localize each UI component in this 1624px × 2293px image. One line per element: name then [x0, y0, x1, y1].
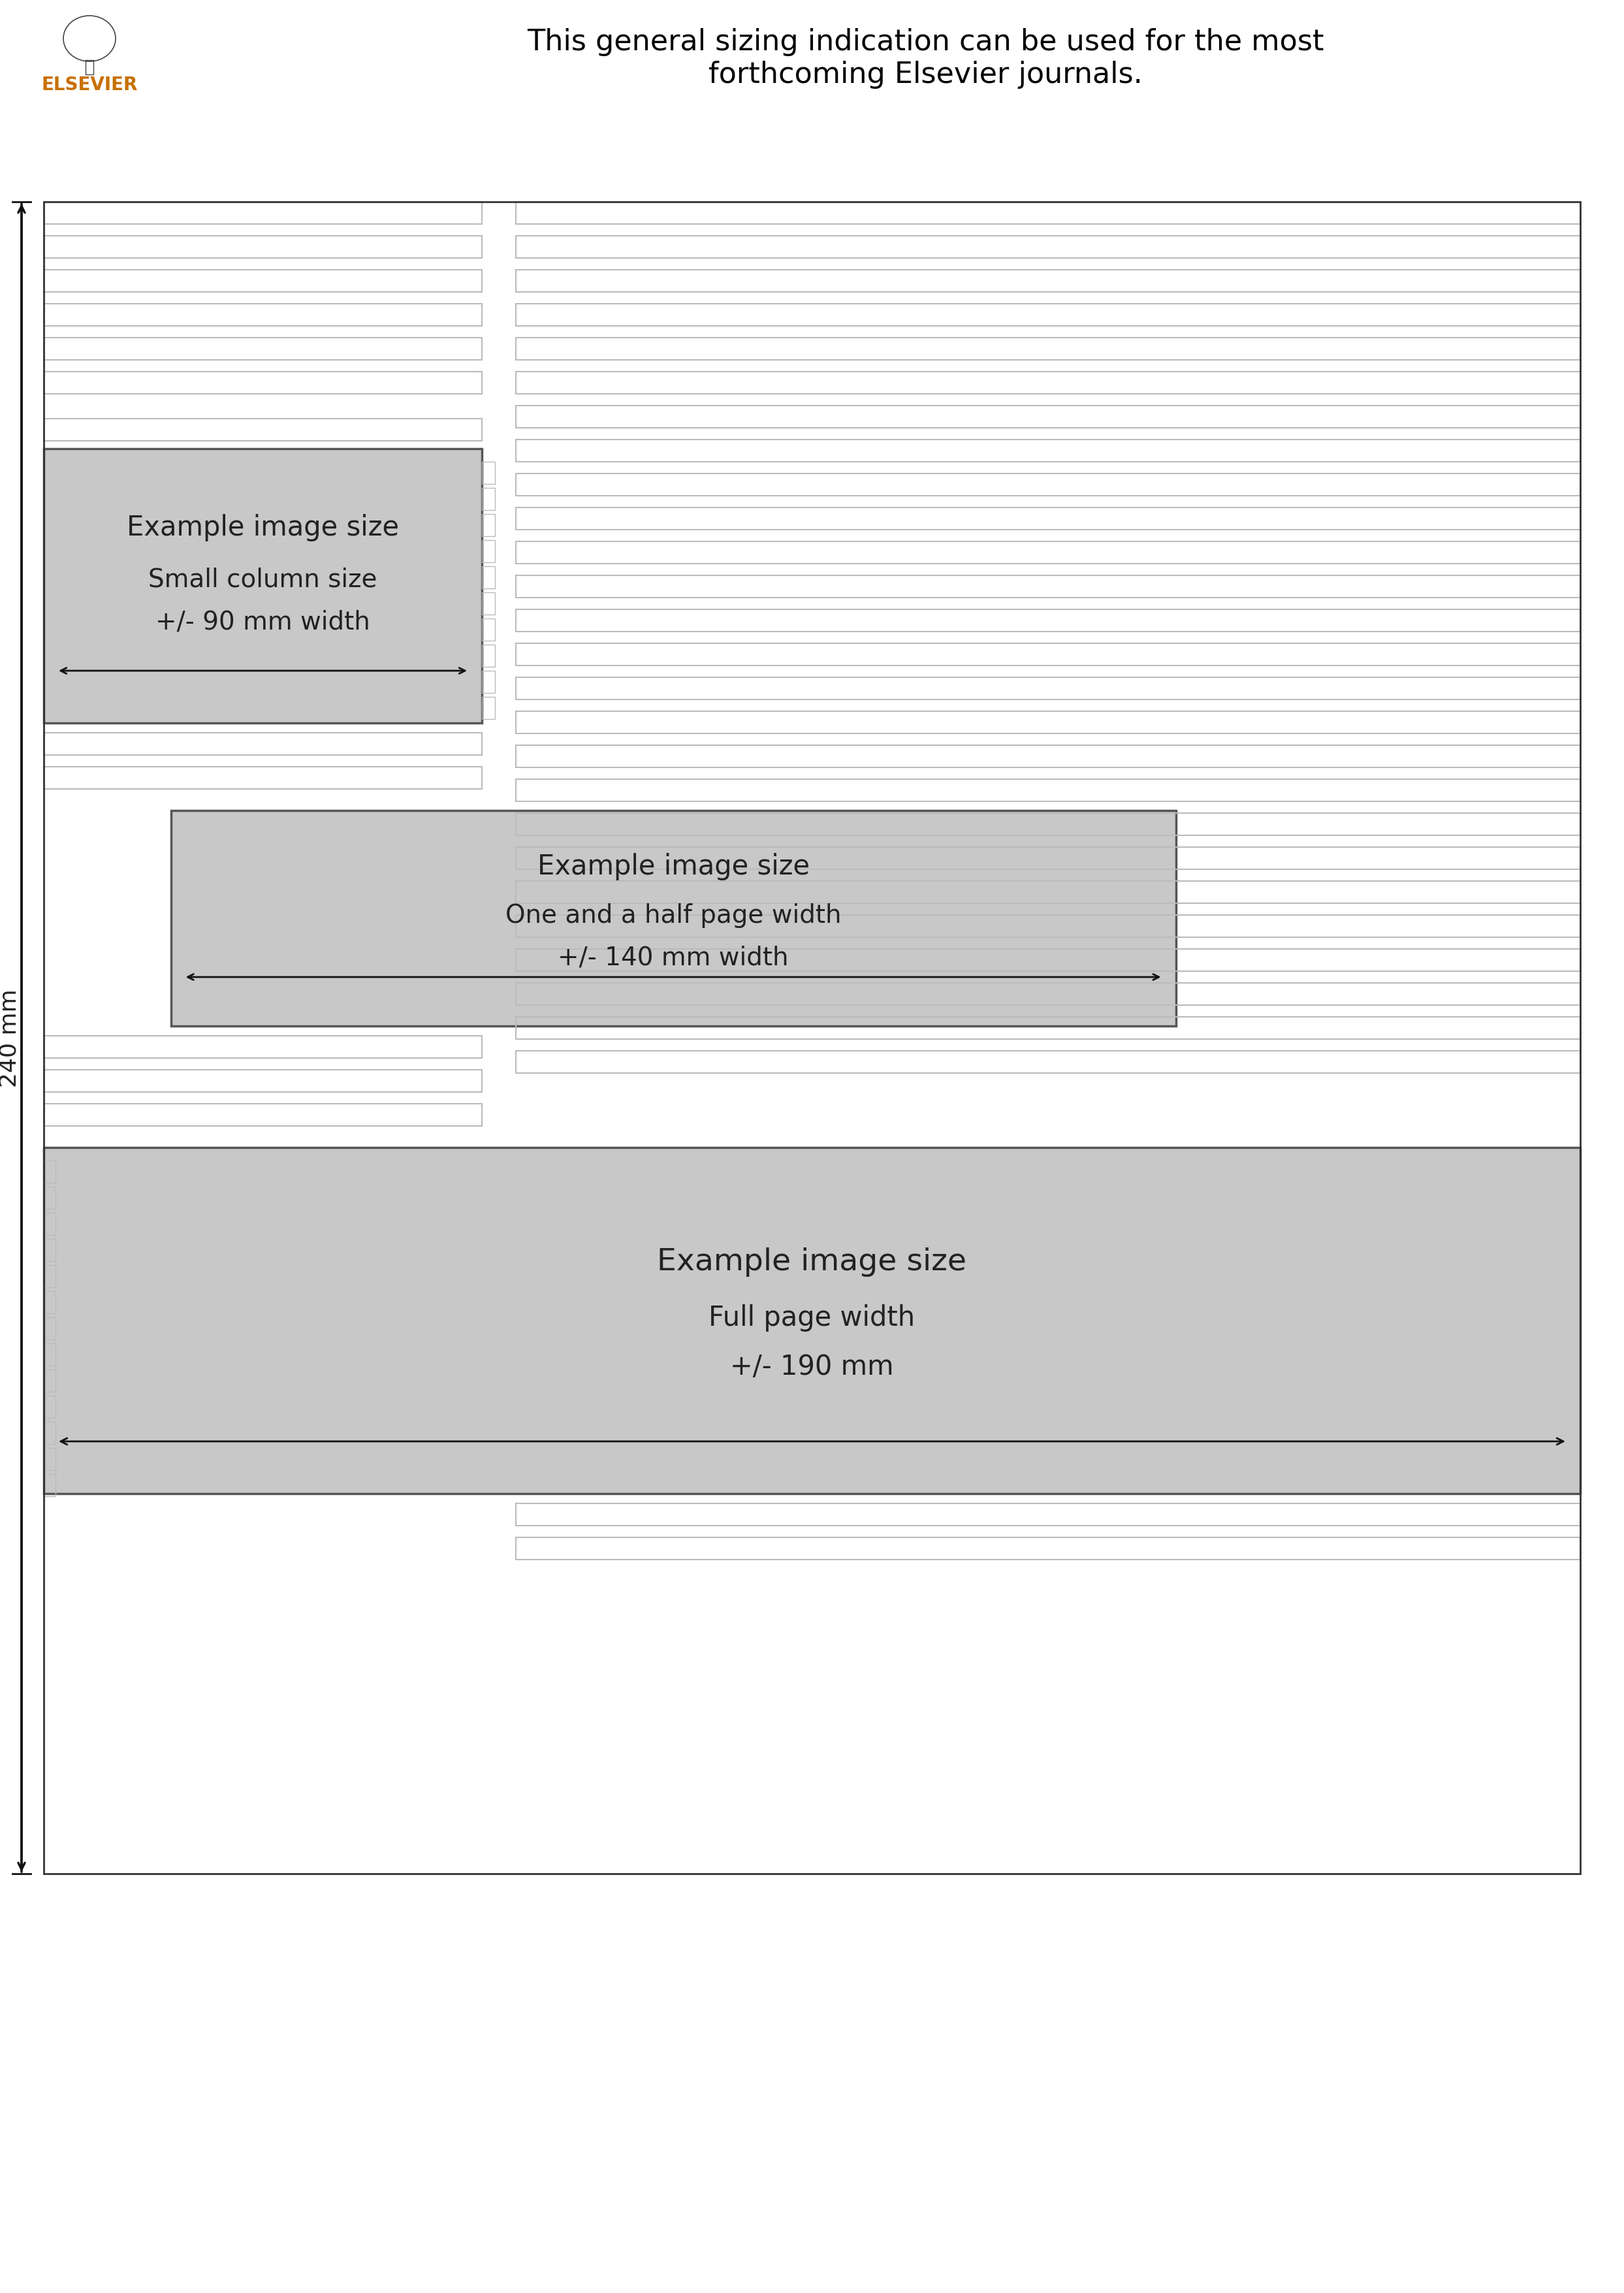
Bar: [44, 1318, 55, 1339]
Bar: [44, 271, 482, 294]
Bar: [482, 697, 495, 720]
Bar: [44, 1188, 55, 1208]
Bar: [516, 745, 1580, 768]
Bar: [44, 1238, 55, 1261]
Bar: [516, 475, 1580, 495]
Text: Example image size: Example image size: [127, 514, 400, 541]
Bar: [44, 1396, 55, 1417]
Bar: [516, 337, 1580, 360]
Text: ELSEVIER: ELSEVIER: [41, 76, 138, 94]
Bar: [516, 780, 1580, 803]
Bar: [44, 1266, 55, 1289]
Bar: [44, 1036, 482, 1059]
Bar: [482, 619, 495, 642]
Bar: [44, 734, 482, 754]
Bar: [516, 202, 1580, 225]
Bar: [44, 1071, 482, 1091]
Bar: [44, 371, 482, 394]
Bar: [44, 420, 482, 440]
Bar: [516, 236, 1580, 259]
Bar: [516, 1504, 1580, 1525]
Text: +/- 190 mm: +/- 190 mm: [731, 1353, 893, 1380]
Text: 240 mm: 240 mm: [0, 988, 21, 1087]
Bar: [44, 202, 482, 225]
Text: This general sizing indication can be used for the most: This general sizing indication can be us…: [528, 28, 1324, 57]
Bar: [44, 1160, 55, 1183]
Text: Small column size: Small column size: [148, 566, 377, 592]
Bar: [482, 514, 495, 537]
Bar: [516, 576, 1580, 598]
Bar: [44, 768, 482, 789]
Bar: [516, 406, 1580, 429]
Bar: [44, 1213, 55, 1236]
Bar: [516, 541, 1580, 564]
Bar: [516, 915, 1580, 938]
Bar: [44, 202, 1580, 1873]
Bar: [516, 644, 1580, 665]
Text: +/- 90 mm width: +/- 90 mm width: [156, 610, 370, 635]
Text: forthcoming Elsevier journals.: forthcoming Elsevier journals.: [708, 62, 1143, 89]
Bar: [44, 1369, 55, 1392]
Bar: [44, 1422, 55, 1445]
Bar: [482, 644, 495, 667]
Bar: [44, 1291, 55, 1314]
Bar: [516, 848, 1580, 869]
Bar: [171, 812, 1176, 1027]
Bar: [516, 610, 1580, 633]
Bar: [482, 488, 495, 511]
Bar: [516, 271, 1580, 294]
Bar: [44, 1103, 482, 1126]
Text: Example image size: Example image size: [538, 853, 809, 881]
Bar: [44, 1149, 1580, 1493]
Text: +/- 140 mm width: +/- 140 mm width: [559, 945, 789, 970]
Bar: [482, 463, 495, 484]
Text: One and a half page width: One and a half page width: [505, 903, 841, 929]
Bar: [44, 337, 482, 360]
Bar: [482, 594, 495, 615]
Bar: [516, 1539, 1580, 1559]
Bar: [516, 1018, 1580, 1039]
Bar: [516, 440, 1580, 463]
Bar: [482, 541, 495, 562]
Bar: [44, 1474, 55, 1497]
Bar: [516, 881, 1580, 903]
Text: Example image size: Example image size: [658, 1247, 966, 1277]
Bar: [44, 236, 482, 259]
Bar: [516, 1050, 1580, 1073]
Bar: [44, 1449, 55, 1470]
Bar: [44, 305, 482, 326]
Bar: [516, 949, 1580, 972]
Bar: [516, 371, 1580, 394]
Bar: [482, 672, 495, 692]
Bar: [516, 509, 1580, 530]
Bar: [516, 305, 1580, 326]
Bar: [482, 566, 495, 589]
Bar: [516, 814, 1580, 835]
Bar: [516, 711, 1580, 734]
Bar: [44, 449, 482, 722]
Text: Full page width: Full page width: [708, 1305, 916, 1332]
Bar: [516, 984, 1580, 1004]
Bar: [44, 1344, 55, 1367]
Bar: [516, 679, 1580, 699]
